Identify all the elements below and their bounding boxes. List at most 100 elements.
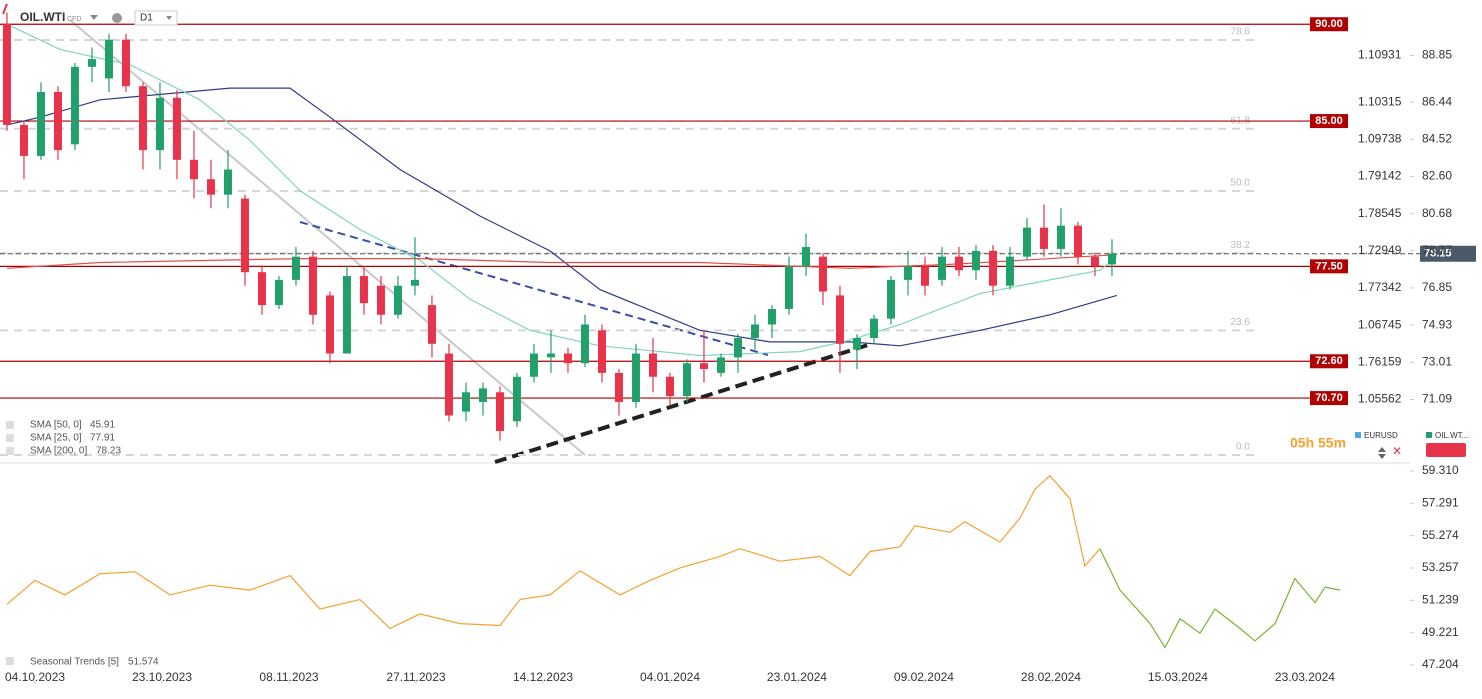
legend-icon xyxy=(6,434,14,442)
y-tick-label: 59.310 xyxy=(1422,463,1459,477)
y-tick-label: 49.221 xyxy=(1422,625,1459,639)
x-tick-label: 23.01.2024 xyxy=(767,670,827,684)
candle-body xyxy=(648,353,657,377)
candle-body xyxy=(784,266,793,309)
candle-body xyxy=(495,392,504,432)
timer: 05h 55m xyxy=(1290,435,1346,451)
candle-body xyxy=(427,305,436,344)
seasonal-line xyxy=(1099,548,1341,649)
y-tick-label: 51.239 xyxy=(1422,593,1459,607)
candle-body xyxy=(631,353,640,402)
marks: 78.661.850.038.223.60.090.0085.0077.5072… xyxy=(0,12,1476,684)
candle-body xyxy=(155,97,164,151)
main-symbol: OIL.WT... xyxy=(1435,431,1468,440)
fib-label: 78.6 xyxy=(1231,27,1251,38)
fib-label: 50.0 xyxy=(1231,178,1251,189)
candle-body xyxy=(104,39,113,79)
timeframe-select[interactable] xyxy=(134,10,178,26)
legend-value: 45.91 xyxy=(90,420,115,431)
fib-label: 23.6 xyxy=(1231,317,1251,328)
compare-label: 1.10315 xyxy=(1358,94,1402,108)
y-tick-label: 82.60 xyxy=(1422,169,1452,183)
candle-body xyxy=(988,250,997,286)
candle-body xyxy=(291,256,300,280)
y-tick-label: 71.09 xyxy=(1422,392,1452,406)
candle-body xyxy=(682,363,691,397)
candle-body xyxy=(1073,225,1082,257)
candle-body xyxy=(818,256,827,292)
symbol-marker xyxy=(2,3,8,15)
x-tick-label: 27.11.2023 xyxy=(386,670,445,684)
level-tag xyxy=(1310,391,1348,406)
level-label: 85.00 xyxy=(1315,115,1343,127)
dropdown-icon[interactable] xyxy=(90,15,98,20)
x-tick-label: 04.01.2024 xyxy=(640,670,700,684)
candle-body xyxy=(19,124,28,156)
legend-value: 77.91 xyxy=(90,433,115,444)
candle-body xyxy=(954,256,963,271)
candle-body xyxy=(716,357,725,373)
level-tag xyxy=(1310,114,1348,129)
candle-body xyxy=(971,250,980,271)
compare-label: 1.05562 xyxy=(1358,392,1402,406)
info-icon[interactable] xyxy=(112,13,122,23)
level-label: 90.00 xyxy=(1315,18,1343,30)
candle-body xyxy=(699,363,708,370)
compare-symbol: EURUSD xyxy=(1364,431,1398,440)
fib-label: 0.0 xyxy=(1236,442,1250,453)
candle-body xyxy=(359,276,368,304)
candle-body xyxy=(121,39,130,87)
y-tick-label: 86.44 xyxy=(1422,94,1452,108)
candle-body xyxy=(325,295,334,354)
y-tick-label: 76.85 xyxy=(1422,280,1452,294)
main-controls[interactable] xyxy=(1426,443,1466,457)
instrument-kind: CFD xyxy=(67,16,81,23)
legend-value: 78.23 xyxy=(96,446,121,457)
compare-label: 1.77342 xyxy=(1358,280,1402,294)
candle-body xyxy=(2,24,11,125)
candle-body xyxy=(580,324,589,364)
candle-body xyxy=(801,246,810,267)
candle-body xyxy=(665,376,674,397)
legend-name: SMA [50, 0] xyxy=(30,420,82,431)
candle-body xyxy=(597,330,606,373)
candle-body xyxy=(1005,256,1014,286)
legend-name: SMA [200, 0] xyxy=(30,446,87,457)
sort-icon[interactable] xyxy=(1378,447,1386,459)
compare-label: 1.76159 xyxy=(1358,355,1402,369)
candle-body xyxy=(376,285,385,315)
candle-body xyxy=(138,86,147,151)
compare-label: 1.78545 xyxy=(1358,206,1402,220)
candle-body xyxy=(70,66,79,145)
last-price-label: 78.15 xyxy=(1424,248,1452,260)
compare-label: 1.72949 xyxy=(1358,243,1402,257)
trend-line xyxy=(494,343,869,464)
compare-label: 1.06745 xyxy=(1358,317,1402,331)
candle-body xyxy=(937,256,946,280)
compare-label: 1.79142 xyxy=(1358,169,1402,183)
x-tick-label: 15.03.2024 xyxy=(1148,670,1208,684)
y-tick-label: 55.274 xyxy=(1422,528,1459,542)
candle-body xyxy=(750,324,759,339)
dropdown-icon[interactable] xyxy=(166,16,172,20)
candle-body xyxy=(1039,227,1048,249)
candle-body xyxy=(886,279,895,319)
candle-body xyxy=(240,198,249,273)
symbol[interactable]: OIL.WTI xyxy=(20,10,65,24)
candle-body xyxy=(767,308,776,325)
x-tick-label: 09.02.2024 xyxy=(894,670,954,684)
y-tick-label: 47.204 xyxy=(1422,657,1459,671)
candle-body xyxy=(1090,256,1099,267)
y-tick-label: 78.77 xyxy=(1422,243,1452,257)
candle-body xyxy=(920,266,929,286)
candle-body xyxy=(172,97,181,160)
candle-body xyxy=(1107,253,1116,265)
legend-name: Seasonal Trends [5] xyxy=(30,657,119,668)
legend-value: 51.574 xyxy=(128,657,159,668)
timeframe[interactable]: D1 xyxy=(140,13,153,24)
compare-label: 1.10931 xyxy=(1358,48,1402,62)
close-icon[interactable]: ✕ xyxy=(1392,444,1402,458)
legend-icon xyxy=(6,657,14,665)
trend-line xyxy=(299,221,769,356)
